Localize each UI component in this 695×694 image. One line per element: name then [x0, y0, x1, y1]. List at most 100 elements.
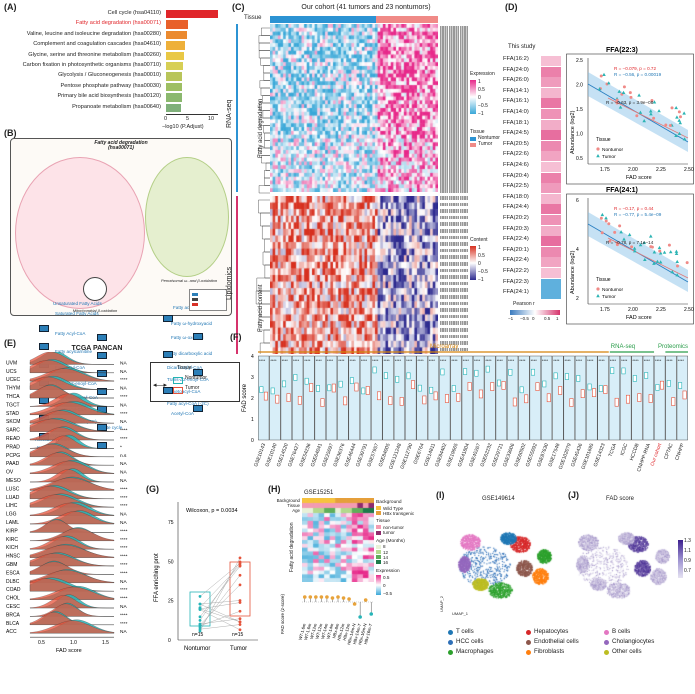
fad-score-title: FAD score — [606, 496, 635, 502]
gene-name-mark — [440, 113, 468, 118]
term-label: Primary bile acid biosynthesis (hsa00120… — [57, 93, 161, 100]
pearson-tick: 1 — [556, 316, 559, 321]
gene-name-mark — [440, 75, 468, 80]
mito-label: Mitochondrial β-oxidation — [72, 308, 118, 313]
ffa-name: FFA(14:0) — [503, 109, 529, 115]
y-label: FFA enriching prot — [154, 553, 160, 602]
ffa-list: FFA(16:2) FFA(24:0) FFA(26:0) FFA(14:1) FFA(… — [503, 56, 565, 306]
significance: **** — [120, 486, 128, 492]
legend-item: Macrophages — [456, 648, 494, 655]
cancer-label: LGG — [6, 512, 17, 518]
pearson-cell — [541, 204, 561, 215]
pathway-node: Fatty acylcarnitine — [55, 349, 93, 354]
content-tick: 1 — [478, 245, 481, 251]
expr-legend-gradient — [470, 80, 476, 114]
term-label: Cell cycle (hsa04110) — [107, 10, 161, 16]
legend-item: 14 — [383, 554, 389, 560]
sig: **** — [383, 358, 390, 363]
h-fad-label: Fatty acid degradation — [289, 522, 295, 572]
umap2-label: UMAP_2 — [439, 595, 444, 612]
significance: NA — [120, 470, 127, 476]
cancer-label: LAML — [6, 520, 19, 526]
ffa-name: FFA(18:0) — [503, 193, 529, 200]
tick-label: 5 — [186, 116, 190, 122]
legend-swatch — [192, 298, 198, 301]
lipid-name-mark — [440, 308, 468, 312]
sig: **** — [406, 358, 413, 363]
gene-box — [97, 370, 107, 377]
term-label: Propanoate metabolism (hsa00640) — [72, 103, 161, 110]
legend-item: tumor — [383, 530, 395, 536]
legend-dot — [448, 649, 453, 655]
significance: NA — [120, 369, 127, 375]
panel-j-label: (J) — [568, 490, 579, 500]
sig: **** — [372, 358, 379, 363]
significance: n.s — [120, 454, 127, 459]
y-tick: 3 — [251, 375, 254, 381]
significance: NA — [120, 360, 127, 366]
perox-label: Peroxisomal ω- and β-oxidation — [160, 278, 218, 283]
tissue-label: Tissue — [244, 15, 262, 21]
cancer-label: PAAD — [6, 461, 20, 467]
pathway-node: Fatty ω-oxoacid — [171, 335, 204, 340]
content-tick: −1 — [478, 277, 484, 283]
y-tick: 75 — [168, 520, 174, 526]
cancer-label: COAD — [6, 587, 21, 593]
group-nontumor: Nontumor — [184, 646, 210, 652]
significance: NA — [120, 604, 127, 610]
pathway-diagram: Fatty acid degradation (hsa00071) Unsatu… — [10, 138, 232, 450]
pearson-cell — [541, 246, 561, 257]
ffa-name: FFA(24:0) — [503, 66, 529, 73]
x-label: FAD score — [626, 315, 652, 321]
lipid-name-mark — [440, 268, 468, 273]
panel-c-label: (C) — [232, 2, 245, 12]
lipid-name-mark — [440, 262, 468, 266]
y-tick: 6 — [576, 198, 579, 204]
gene-name-mark — [440, 83, 468, 87]
sample-label: WT-1.6m — [303, 622, 312, 640]
cancer-label: KIRP — [6, 528, 18, 534]
gene-name-mark — [440, 117, 468, 121]
bar — [166, 103, 182, 112]
significance: NA — [120, 512, 127, 518]
dataset-label: TCGA — [608, 442, 619, 458]
legend-swatch — [173, 377, 183, 384]
gene-box — [97, 334, 107, 341]
expr-tick: 1 — [478, 79, 481, 85]
term-label: Glycine, serine and threonine metabolism… — [28, 51, 161, 58]
pathway-node: 3-ketoacyl-CoA — [169, 389, 201, 394]
x-tick: 2.00 — [628, 307, 638, 313]
pathway-node: Trans-Δ2-enoyl-CoA — [55, 381, 97, 386]
this-study-label: This study — [508, 44, 536, 50]
sample-label: HBx-16m-N — [357, 623, 367, 645]
sig: **** — [350, 358, 357, 363]
ffa-name: FFA(20:2) — [503, 215, 529, 221]
y-tick: 2.0 — [576, 83, 583, 89]
gene-name-mark — [440, 174, 468, 178]
ffa-name: FFA(26:0) — [503, 77, 529, 84]
sample-label: WT-14m — [320, 622, 329, 639]
legend-item: 16 — [383, 559, 389, 565]
tissue-bar-tumor — [270, 16, 376, 23]
gene-name-mark — [440, 56, 468, 61]
corr-tumor: R = −0.77, p = 5.4e−09 — [614, 212, 662, 217]
legend-title: Tissue — [596, 137, 611, 143]
scatter-title: FFA(24:1) — [606, 187, 638, 194]
dataset-label: CNHPP — [674, 442, 686, 461]
sample-label: HBx-12m — [336, 622, 345, 641]
tcga-title: TCGA PANCAN — [71, 345, 123, 352]
gene-box — [163, 387, 173, 394]
legend-item: T cells — [456, 628, 474, 635]
expr-tick: −0.5 — [478, 103, 488, 109]
fad-side-label: Fatty acid degradation — [258, 98, 264, 158]
gene-name-mark — [440, 67, 468, 72]
cancer-label: OV — [6, 470, 14, 476]
ffa-name: FFA(20:1) — [503, 246, 529, 253]
gene-name-mark — [440, 71, 468, 76]
gene-name-mark — [440, 159, 468, 163]
ffa-name: FFA(20:3) — [503, 225, 529, 232]
panel-e-label: (E) — [4, 338, 16, 348]
panel-h-label: (H) — [268, 484, 281, 494]
cohort-title: Our cohort (41 tumors and 23 nontumors) — [301, 4, 431, 11]
ffa-name: FFA(22:4) — [503, 236, 529, 243]
